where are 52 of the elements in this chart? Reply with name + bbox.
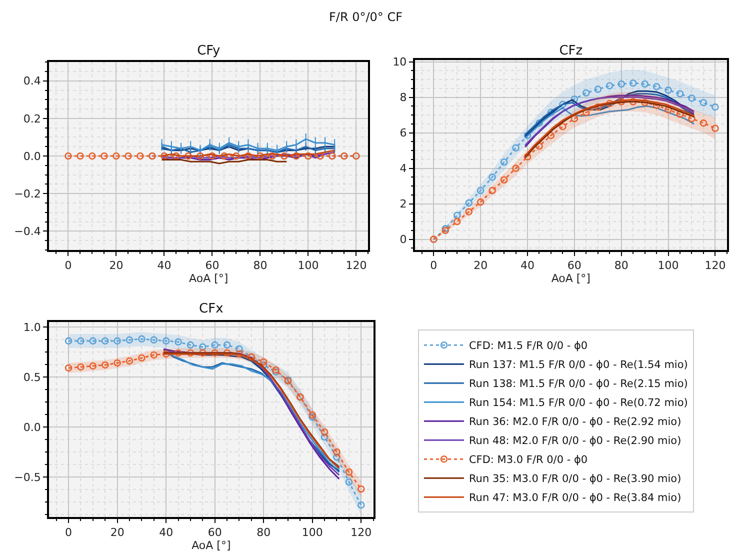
x-tick-label: 20 (110, 526, 124, 540)
x-tick-label: 100 (302, 526, 323, 540)
y-tick-label: 10 (392, 56, 407, 69)
legend-label: CFD: M1.5 F/R 0/0 - ϕ0 (468, 340, 588, 352)
x-tick-label: 40 (520, 259, 535, 272)
x-tick-label: 120 (704, 259, 726, 272)
text: F/R 0°/0° CF (329, 10, 403, 24)
chart-title: CFx (199, 302, 224, 317)
x-tick-label: 80 (253, 259, 268, 272)
x-axis-title: AoA [°] (189, 272, 228, 286)
x-tick-label: 100 (298, 259, 319, 272)
legend-label: Run 154: M1.5 F/R 0/0 - ϕ0 - Re(0.72 mio) (468, 397, 688, 410)
y-tick-label: 0.2 (23, 112, 41, 126)
x-tick-label: 20 (109, 259, 124, 272)
y-tick-label: 0.4 (23, 74, 41, 88)
x-tick-label: 40 (157, 259, 172, 272)
chart-title: CFz (559, 44, 583, 59)
x-tick-label: 120 (350, 526, 372, 540)
x-tick-label: 0 (64, 259, 72, 272)
y-tick-label: 0.0 (23, 420, 41, 434)
x-tick-label: 60 (208, 526, 222, 540)
y-tick-label: −0.4 (14, 225, 41, 238)
x-tick-label: 120 (346, 259, 367, 272)
y-tick-label: 0.0 (23, 150, 41, 163)
y-tick-label: 2 (400, 198, 407, 211)
legend-label: Run 35: M3.0 F/R 0/0 - ϕ0 - Re(3.90 mio) (468, 473, 682, 486)
x-tick-label: 0 (430, 259, 438, 272)
legend-label: Run 137: M1.5 F/R 0/0 - ϕ0 - Re(1.54 mio) (468, 359, 688, 372)
legend-label: CFD: M3.0 F/R 0/0 - ϕ0 (468, 454, 588, 466)
y-tick-label: 0.5 (23, 370, 41, 384)
x-tick-label: 100 (658, 259, 679, 272)
legend-label: Run 36: M2.0 F/R 0/0 - ϕ0 - Re(2.92 mio) (468, 416, 682, 428)
legend-label: Run 138: M1.5 F/R 0/0 - ϕ0 - Re(2.15 mio) (468, 378, 688, 390)
x-tick-label: 20 (474, 259, 488, 272)
x-tick-label: 40 (159, 526, 174, 540)
x-tick-label: 80 (614, 259, 628, 272)
y-tick-label: 1.0 (23, 320, 41, 334)
x-tick-label: 60 (567, 259, 582, 272)
x-axis-title: AoA [°] (192, 539, 231, 552)
x-tick-label: 80 (256, 526, 271, 540)
x-tick-label: 0 (65, 526, 72, 540)
y-tick-label: 0 (400, 233, 407, 246)
y-tick-label: −0.5 (14, 470, 41, 484)
legend-label: Run 47: M3.0 F/R 0/0 - ϕ0 - Re(3.84 mio) (468, 492, 682, 504)
y-tick-label: 4 (400, 162, 407, 176)
x-axis-title: AoA [°] (551, 272, 590, 286)
y-tick-label: 8 (400, 91, 407, 104)
chart-title: CFy (197, 44, 220, 59)
y-tick-label: −0.2 (14, 187, 41, 200)
x-tick-label: 60 (205, 259, 220, 272)
y-tick-label: 6 (400, 126, 407, 140)
legend-label: Run 48: M2.0 F/R 0/0 - ϕ0 - Re(2.90 mio) (468, 435, 682, 448)
